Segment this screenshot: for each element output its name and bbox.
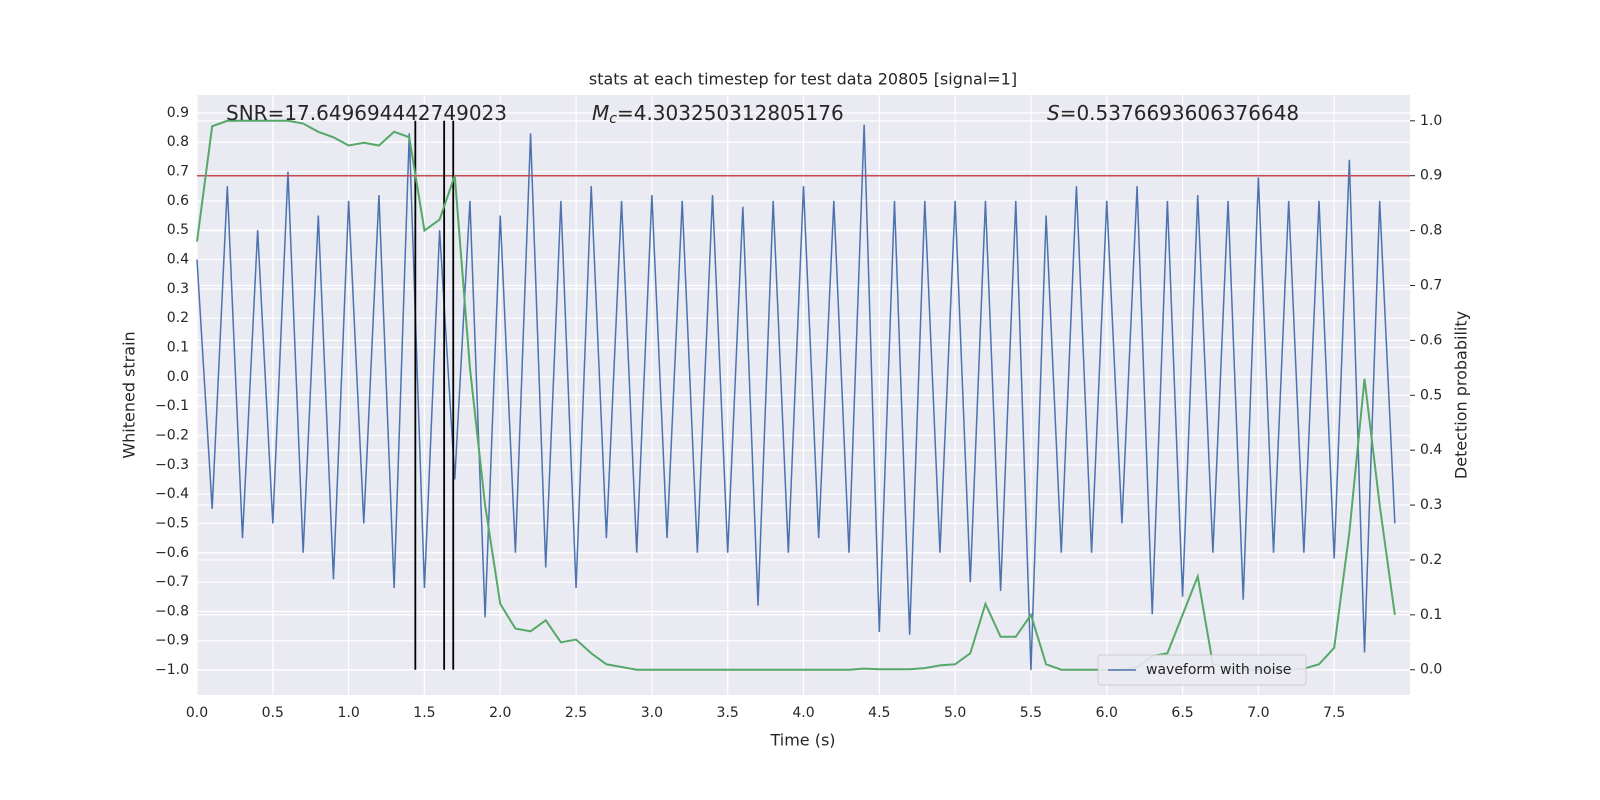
y-tick-label: 0.5 — [167, 222, 189, 238]
chart-title: stats at each timestep for test data 208… — [589, 70, 1017, 89]
y-tick-label: −0.4 — [155, 486, 189, 502]
annotation: S=0.5376693606376648 — [1047, 101, 1299, 125]
y-tick-label: 0.8 — [167, 134, 189, 150]
y2-tick-label: 0.5 — [1420, 387, 1442, 403]
annotation-name: S — [1047, 101, 1060, 125]
y-tick-label: 0.7 — [167, 164, 189, 180]
y-tick-label: 0.3 — [167, 281, 189, 297]
annotation-value: =17.649694442749023 — [268, 101, 507, 125]
annotation-name: SNR — [226, 101, 268, 125]
y2-tick-label: 0.6 — [1420, 332, 1442, 348]
x-tick-label: 0.0 — [186, 705, 208, 721]
x-tick-label: 1.0 — [337, 705, 359, 721]
y-tick-label: 0.6 — [167, 193, 189, 209]
y-tick-label: −0.3 — [155, 457, 189, 473]
y2-tick-label: 1.0 — [1420, 113, 1442, 129]
legend-label: waveform with noise — [1146, 662, 1291, 678]
x-tick-label: 2.0 — [489, 705, 511, 721]
annotation: SNR=17.649694442749023 — [226, 101, 507, 125]
probability-line — [196, 119, 1396, 671]
y-tick-label: −0.6 — [155, 545, 189, 561]
y2-tick-label: 0.1 — [1420, 607, 1442, 623]
y-tick-label: 0.1 — [167, 339, 189, 355]
y2-tick-label: 0.3 — [1420, 497, 1442, 513]
x-tick-label: 6.0 — [1096, 705, 1118, 721]
x-tick-label: 7.5 — [1323, 705, 1345, 721]
x-tick-label: 4.5 — [868, 705, 890, 721]
y-tick-label: −0.9 — [155, 633, 189, 649]
y-tick-label: 0.4 — [167, 252, 189, 268]
x-tick-label: 6.5 — [1171, 705, 1193, 721]
x-tick-label: 5.5 — [1020, 705, 1042, 721]
x-tick-label: 3.0 — [641, 705, 663, 721]
y2-tick-label: 0.7 — [1420, 277, 1442, 293]
y-tick-label: −0.5 — [155, 515, 189, 531]
annotation-name: M — [592, 101, 609, 125]
y-tick-label: −0.7 — [155, 574, 189, 590]
annotation: Mc=4.303250312805176 — [592, 101, 844, 128]
y2-axis-label: Detection probability — [1452, 311, 1471, 479]
y-axis-label: Whitened strain — [120, 331, 139, 458]
y2-tick-label: 0.2 — [1420, 552, 1442, 568]
x-tick-label: 2.5 — [565, 705, 587, 721]
x-tick-label: 0.5 — [262, 705, 284, 721]
y-tick-label: 0.2 — [167, 310, 189, 326]
x-tick-label: 7.0 — [1247, 705, 1269, 721]
y-tick-label: −0.8 — [155, 603, 189, 619]
annotation-value: =4.303250312805176 — [617, 101, 844, 125]
y2-tick-label: 0.0 — [1420, 662, 1442, 678]
annotation-value: =0.5376693606376648 — [1060, 101, 1299, 125]
y2-tick-label: 0.9 — [1420, 168, 1442, 184]
y-tick-label: 0.9 — [167, 105, 189, 121]
y-tick-label: −1.0 — [155, 662, 189, 678]
x-tick-label: 1.5 — [413, 705, 435, 721]
y-tick-label: −0.1 — [155, 398, 189, 414]
x-tick-label: 5.0 — [944, 705, 966, 721]
y-tick-label: −0.2 — [155, 427, 189, 443]
legend-box — [1097, 654, 1307, 686]
annotation-subscript: c — [609, 111, 617, 127]
y2-tick-label: 0.4 — [1420, 442, 1442, 458]
x-tick-label: 3.5 — [717, 705, 739, 721]
waveform-line — [196, 124, 1396, 671]
y2-tick-label: 0.8 — [1420, 223, 1442, 239]
x-axis-label: Time (s) — [769, 731, 835, 750]
y-tick-label: 0.0 — [167, 369, 189, 385]
x-tick-label: 4.0 — [792, 705, 814, 721]
